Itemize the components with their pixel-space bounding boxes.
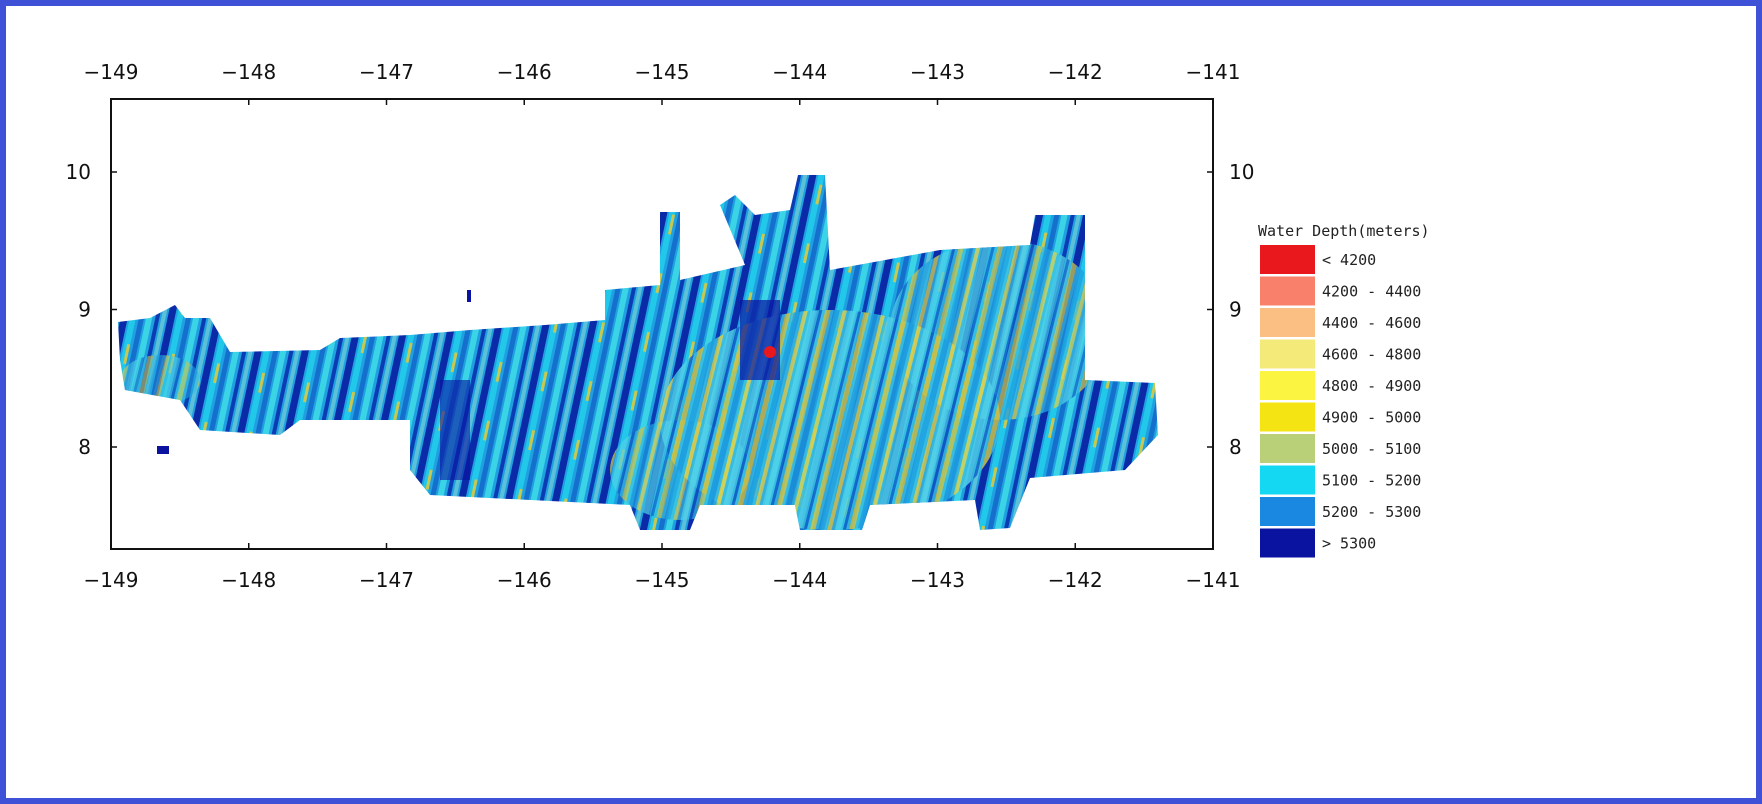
y-tick-label: 10 <box>66 160 91 184</box>
map: −149 −149 −148 −148 −147 −147 −146 −146 −145 −145… <box>0 0 1762 804</box>
legend-swatch <box>1260 245 1315 274</box>
legend-label: 4800 - 4900 <box>1322 377 1421 395</box>
legend-label: 5000 - 5100 <box>1322 440 1421 458</box>
x-tick-label: −144 <box>772 60 827 84</box>
x-tick-label: −147 <box>359 60 414 84</box>
x-tick-label: −143 <box>910 568 965 592</box>
y-tick-label: 9 <box>78 298 91 322</box>
x-tick-label: −146 <box>497 60 552 84</box>
x-tick-label: −148 <box>221 60 276 84</box>
legend-label: < 4200 <box>1322 251 1376 269</box>
legend-label: > 5300 <box>1322 535 1376 553</box>
legend-label: 5200 - 5300 <box>1322 503 1421 521</box>
island-patch <box>157 446 169 454</box>
legend: Water Depth(meters) < 4200 4200 - 4400 4400… <box>1258 222 1430 558</box>
legend-title: Water Depth(meters) <box>1258 222 1430 240</box>
legend-label: 4900 - 5000 <box>1322 409 1421 427</box>
legend-swatch <box>1260 308 1315 337</box>
legend-swatch <box>1260 403 1315 432</box>
x-tick-label: −147 <box>359 568 414 592</box>
y-tick-label: 8 <box>78 435 91 459</box>
legend-swatch <box>1260 497 1315 526</box>
x-tick-label: −149 <box>84 568 139 592</box>
x-tick-label: −146 <box>497 568 552 592</box>
x-tick-label: −144 <box>772 568 827 592</box>
x-tick-label: −145 <box>635 60 690 84</box>
x-tick-label: −142 <box>1048 60 1103 84</box>
y-tick-label: 9 <box>1229 298 1242 322</box>
y-tick-label: 8 <box>1229 435 1242 459</box>
x-tick-label: −149 <box>84 60 139 84</box>
x-tick-label: −141 <box>1186 568 1241 592</box>
legend-swatch <box>1260 277 1315 306</box>
x-tick-label: −145 <box>635 568 690 592</box>
x-tick-label: −141 <box>1186 60 1241 84</box>
y-tick-label: 10 <box>1229 160 1254 184</box>
x-tick-label: −142 <box>1048 568 1103 592</box>
legend-label: 5100 - 5200 <box>1322 472 1421 490</box>
legend-label: 4600 - 4800 <box>1322 346 1421 364</box>
legend-label: 4200 - 4400 <box>1322 283 1421 301</box>
x-tick-label: −148 <box>221 568 276 592</box>
legend-swatch <box>1260 340 1315 369</box>
x-tick-label: −143 <box>910 60 965 84</box>
legend-swatch <box>1260 529 1315 558</box>
legend-swatch <box>1260 371 1315 400</box>
legend-swatch <box>1260 434 1315 463</box>
island-patch <box>467 290 471 302</box>
legend-swatch <box>1260 466 1315 495</box>
legend-label: 4400 - 4600 <box>1322 314 1421 332</box>
